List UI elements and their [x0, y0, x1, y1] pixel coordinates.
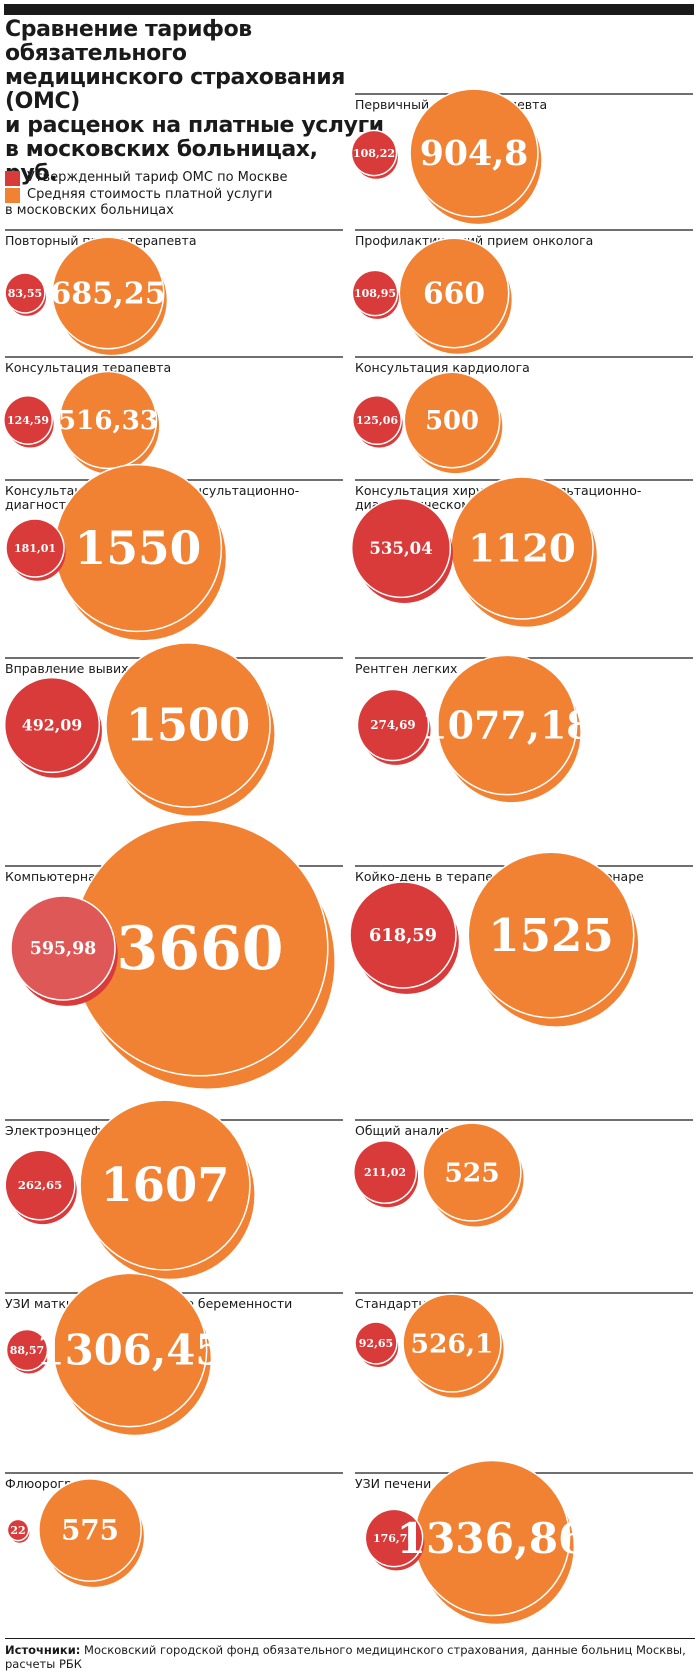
bubble-paid [415, 1461, 569, 1615]
bubble-paid [451, 477, 593, 619]
value-label-oms: 176,76 [373, 1532, 415, 1545]
legend: Утвержденный тариф ОМС по Москве Средняя… [5, 170, 345, 219]
bubble-paid [60, 372, 156, 468]
value-label-paid: 525 [444, 1157, 499, 1188]
title-line: Сравнение тарифов обязательного [5, 17, 252, 66]
bubble-oms [352, 131, 396, 175]
bubble-paid [468, 852, 634, 1018]
bubble-oms [355, 1322, 397, 1364]
value-label-oms: 492,09 [22, 716, 82, 735]
source-text-2: расчеты РБК [5, 1657, 82, 1671]
value-label-paid: 526,1 [411, 1328, 494, 1359]
bubble-paid [54, 1274, 206, 1426]
legend-swatch-oms [5, 171, 20, 186]
value-label-paid: 1500 [126, 699, 250, 752]
value-label-paid: 575 [61, 1514, 119, 1547]
legend-label-paid-cont: в московских больницах [5, 203, 174, 218]
bubble-oms [5, 273, 45, 313]
value-label-oms: 88,57 [10, 1344, 44, 1357]
bubble-paid [400, 239, 508, 347]
value-label-paid: 1306,45 [36, 1326, 225, 1375]
bubble-paid [438, 656, 576, 794]
title-line: медицинского страхования (ОМС) [5, 65, 345, 114]
value-label-oms: 535,04 [369, 539, 432, 558]
value-label-oms: 125,06 [356, 414, 398, 427]
source-text: Московский городской фонд обязательного … [80, 1643, 686, 1657]
bubble-oms [353, 271, 397, 315]
value-label-paid: 685,25 [50, 277, 166, 312]
value-label-oms: 108,22 [353, 147, 395, 160]
service-label: Консультация терапевта [5, 360, 171, 375]
legend-item-oms: Утвержденный тариф ОМС по Москве [5, 170, 345, 186]
value-label-paid: 1077,18 [421, 702, 592, 747]
source-label: Источники: [5, 1643, 81, 1657]
bubble-oms [7, 1330, 47, 1370]
service-label: Профилактический прием онколога [355, 233, 593, 248]
value-label-paid: 660 [423, 276, 485, 311]
bubble-oms [8, 1520, 28, 1540]
title-line: в московских больницах, [5, 137, 318, 162]
bubble-paid [39, 1479, 141, 1581]
service-label: Консультация кардиолога [355, 360, 530, 375]
service-label: Рентген легких [355, 661, 457, 676]
value-label-paid: 1607 [101, 1158, 230, 1212]
bubble-oms [366, 1510, 422, 1566]
value-label-oms: 22 [10, 1524, 25, 1537]
bubble-oms [352, 499, 450, 597]
bubble-oms [358, 690, 428, 760]
title-line: и расценок на платные услуги [5, 113, 384, 138]
bubble-oms [4, 396, 52, 444]
value-label-paid: 904,8 [420, 133, 529, 174]
bubble-paid [72, 820, 328, 1076]
bubble-paid [405, 373, 499, 467]
service-label: УЗИ печени [355, 1476, 431, 1491]
value-label-oms: 124,59 [7, 414, 49, 427]
value-label-paid: 3660 [117, 914, 284, 984]
value-label-oms: 83,55 [8, 287, 42, 300]
source-note: Источники: Московский городской фонд обя… [5, 1638, 695, 1671]
value-label-paid: 1525 [488, 909, 614, 962]
value-label-oms: 262,65 [18, 1178, 62, 1192]
value-label-oms: 108,95 [354, 287, 396, 300]
legend-label-oms: Утвержденный тариф ОМС по Москве [27, 170, 288, 185]
value-label-oms: 181,01 [14, 542, 56, 555]
top-rule [4, 4, 694, 15]
bubble-paid [410, 89, 538, 217]
bubble-oms [353, 396, 401, 444]
value-label-paid: 500 [425, 406, 479, 436]
value-label-paid: 1336,86 [397, 1513, 588, 1563]
value-label-paid: 1120 [468, 527, 576, 572]
legend-label-paid: Средняя стоимость платной услуги [27, 187, 273, 202]
value-label-oms: 618,59 [369, 925, 437, 946]
legend-item-paid: Средняя стоимость платной услуги [5, 187, 345, 203]
value-label-oms: 595,98 [30, 939, 97, 959]
chart-title: Сравнение тарифов обязательного медицинс… [5, 18, 425, 186]
bubble-oms [11, 896, 115, 1000]
bubble-paid [53, 238, 163, 348]
bubble-paid [106, 643, 270, 807]
bubble-oms [5, 678, 99, 772]
value-label-paid: 1550 [75, 521, 202, 575]
value-label-oms: 92,65 [359, 1337, 393, 1350]
legend-swatch-paid [5, 188, 20, 203]
bubble-oms [354, 1141, 416, 1203]
value-label-oms: 274,69 [370, 718, 415, 732]
value-label-paid: 516,33 [58, 405, 158, 436]
value-label-oms: 211,02 [364, 1166, 406, 1179]
bubble-paid [423, 1123, 521, 1221]
bubble-paid [55, 465, 221, 631]
bubble-oms [5, 1150, 75, 1220]
bubble-oms [350, 882, 456, 988]
bubble-paid [403, 1294, 501, 1392]
bubble-oms [6, 519, 64, 577]
bubble-paid [80, 1100, 250, 1270]
